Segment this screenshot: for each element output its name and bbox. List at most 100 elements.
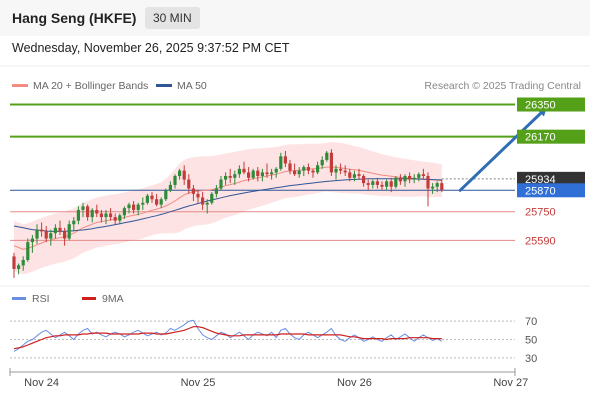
rsi-legend-swatch-1 (82, 297, 96, 300)
candle-body (164, 190, 168, 200)
candle-body (408, 175, 412, 180)
candle-body (417, 174, 421, 178)
candle-body (173, 175, 177, 185)
candle-body (288, 163, 292, 171)
candle-body (196, 193, 200, 198)
candle-body (104, 213, 108, 218)
ma50-line (13, 178, 442, 232)
candle-body (30, 238, 34, 243)
candle-body (187, 179, 191, 189)
candle-body (150, 195, 154, 200)
level-label-26350: 26350 (525, 100, 556, 112)
candle-body (306, 167, 310, 171)
candle-body (403, 175, 407, 182)
timeframe-badge[interactable]: 30 MIN (145, 7, 200, 29)
candle-body (398, 177, 402, 182)
instrument-title: Hang Seng (HKFE) (12, 10, 137, 26)
rsi-tick-30: 30 (525, 353, 537, 365)
candle-body (357, 174, 361, 176)
candle-body (412, 177, 416, 180)
candle-body (159, 199, 163, 205)
candle-body (17, 265, 21, 269)
candle-body (122, 208, 126, 216)
candle-body (297, 170, 301, 175)
candle-body (76, 209, 80, 221)
candle-body (334, 168, 338, 173)
candle-body (132, 204, 136, 210)
legend-label-ma50: MA 50 (177, 80, 207, 92)
candle-body (320, 159, 324, 166)
candle-body (233, 174, 237, 178)
candle-body (380, 184, 384, 187)
level-label-box-26170 (517, 129, 585, 144)
rsi-legend-swatch-0 (12, 297, 26, 300)
rsi-legend-label-0: RSI (32, 293, 50, 305)
legend-swatch-ma20 (12, 83, 28, 87)
candle-body (26, 242, 30, 260)
candle-body (260, 172, 264, 176)
candle-body (145, 195, 149, 203)
rsi-tick-50: 50 (525, 335, 537, 347)
header-bar (0, 0, 590, 36)
candle-body (293, 170, 297, 175)
level-label-25934: 25934 (525, 174, 556, 186)
candle-body (40, 229, 44, 232)
candle-body (375, 181, 379, 185)
candle-body (109, 213, 113, 218)
level-label-25870: 25870 (525, 185, 556, 197)
candle-body (72, 220, 76, 225)
candle-body (348, 172, 352, 178)
level-label-25590: 25590 (525, 235, 556, 247)
legend-label-ma20: MA 20 + Bollinger Bands (33, 80, 149, 92)
level-label-box-25934 (517, 171, 585, 186)
candle-body (394, 177, 398, 187)
candle-body (329, 152, 333, 173)
x-tick-label: Nov 26 (337, 377, 372, 389)
candle-body (237, 168, 241, 175)
candle-body (251, 170, 255, 178)
candle-body (141, 202, 145, 205)
candle-body (12, 256, 16, 269)
candle-body (53, 227, 57, 234)
candle-body (435, 183, 439, 187)
candle-body (86, 206, 90, 218)
candle-body (426, 175, 430, 189)
level-label-box-25870 (517, 183, 585, 198)
candle-body (182, 170, 186, 180)
candle-body (99, 213, 103, 218)
candle-body (113, 217, 117, 221)
candle-body (242, 168, 246, 173)
candle-body (421, 174, 425, 176)
candle-body (219, 179, 223, 189)
level-label-26170: 26170 (525, 132, 556, 144)
candle-body (155, 199, 159, 205)
rsi-ma-line (13, 326, 442, 350)
candle-body (274, 168, 278, 173)
rsi-legend-label-1: 9MA (102, 293, 124, 305)
candle-body (63, 231, 67, 239)
bollinger-band (14, 142, 442, 275)
candle-body (343, 170, 347, 173)
legend-swatch-ma50 (156, 83, 172, 87)
candle-body (279, 156, 283, 169)
candle-body (265, 172, 269, 175)
candle-body (339, 168, 343, 171)
rsi-tick-70: 70 (525, 316, 537, 328)
candle-body (224, 175, 228, 180)
candle-body (205, 202, 209, 205)
x-tick-label: Nov 24 (24, 377, 59, 389)
candle-body (325, 152, 329, 160)
candle-body (385, 181, 389, 187)
candle-body (366, 183, 370, 185)
candle-body (95, 209, 99, 214)
candle-body (311, 170, 315, 173)
candle-body (302, 167, 306, 171)
candle-body (228, 175, 232, 178)
candle-body (21, 259, 25, 266)
projection-arrow-shaft (458, 109, 546, 192)
candle-body (67, 224, 71, 239)
candle-body (81, 206, 85, 210)
candle-body (118, 215, 122, 221)
level-label-box-26350 (517, 97, 585, 112)
